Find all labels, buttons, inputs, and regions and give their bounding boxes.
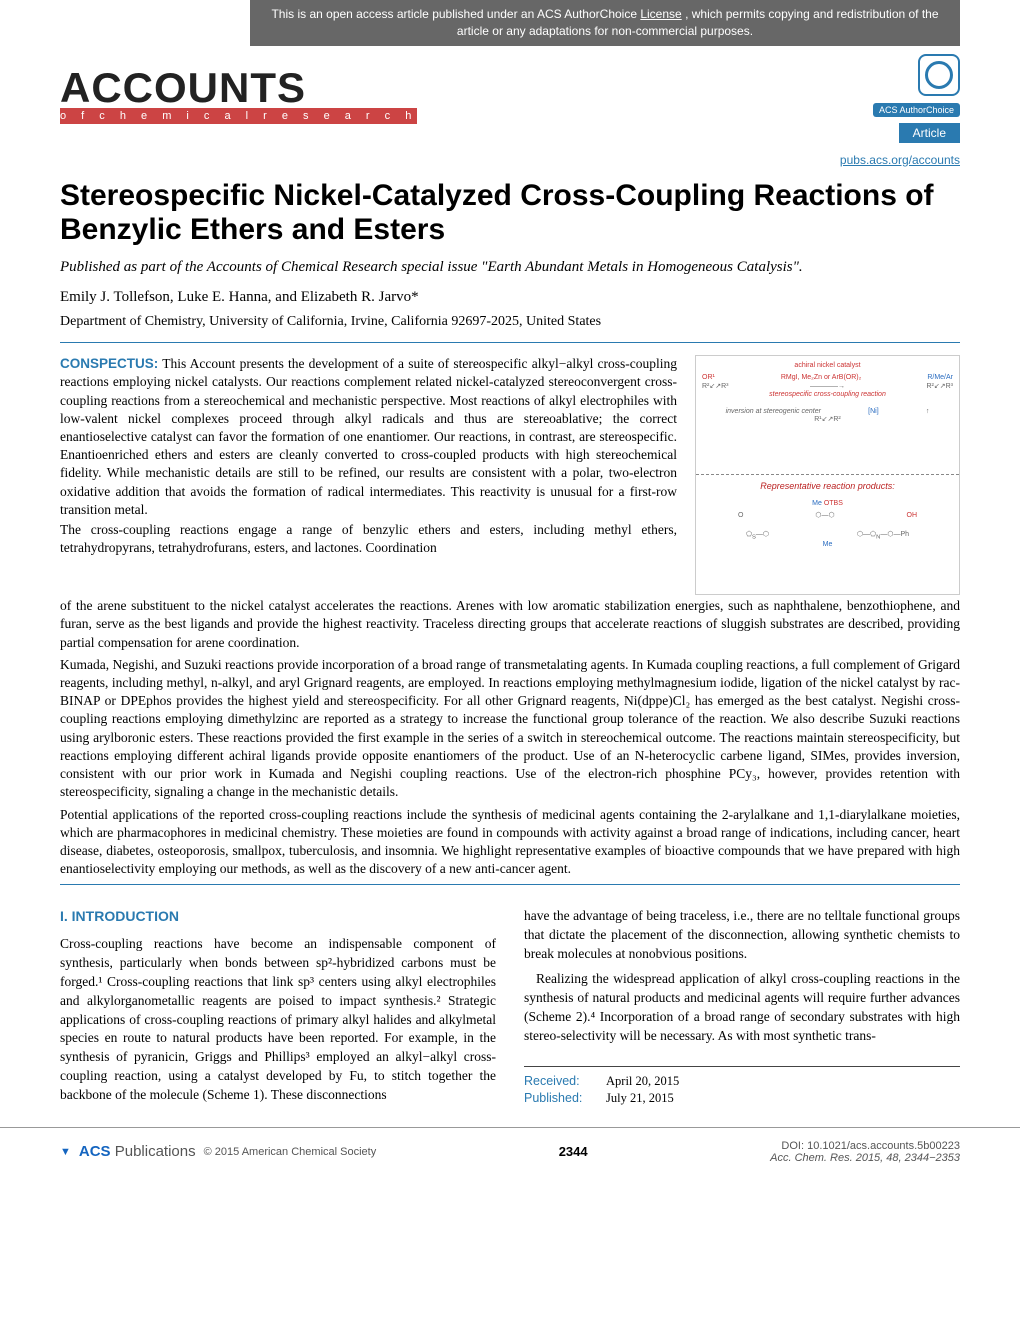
article-type-badge: Article <box>899 123 960 143</box>
intro-col2-p2: Realizing the widespread application of … <box>524 970 960 1046</box>
journal-logo: ACCOUNTS o f c h e m i c a l r e s e a r… <box>60 64 417 124</box>
header-row: ACCOUNTS o f c h e m i c a l r e s e a r… <box>0 54 1020 169</box>
conspectus-para4: Potential applications of the reported c… <box>60 806 960 879</box>
toc-s: S <box>752 534 756 540</box>
toc-reaction-label: stereospecific cross-coupling reaction <box>702 391 953 399</box>
copyright-text: © 2015 American Chemical Society <box>204 1146 377 1158</box>
toc-r3b: R³ <box>946 383 953 390</box>
published-label: Published: <box>524 1090 596 1108</box>
page-footer: ▼ ACS Publications © 2015 American Chemi… <box>0 1127 1020 1184</box>
acs-logo-icon <box>918 54 960 96</box>
toc-me2: Me <box>823 541 833 548</box>
footer-citation: Acc. Chem. Res. 2015, 48, 2344−2353 <box>770 1152 960 1164</box>
toc-r2a: R² <box>702 383 709 390</box>
toc-arrow-icon: ————→ <box>810 383 845 391</box>
toc-r2b: R² <box>926 383 933 390</box>
section-heading-intro: I. INTRODUCTION <box>60 907 496 927</box>
abstract-block: CONSPECTUS: This Account presents the de… <box>0 349 1020 897</box>
toc-ph: Ph <box>900 531 909 538</box>
banner-text-a: This is an open access article published… <box>271 7 640 21</box>
toc-oh: OH <box>907 512 918 520</box>
pubs-link[interactable]: pubs.acs.org/accounts <box>840 153 960 167</box>
intro-col1-p1: Cross-coupling reactions have become an … <box>60 935 496 1105</box>
author-list: Emily J. Tollefson, Luke E. Hanna, and E… <box>60 289 960 306</box>
license-link[interactable]: License <box>640 7 681 21</box>
toc-up-arrow-icon: ↑ <box>926 408 930 416</box>
column-right: have the advantage of being traceless, i… <box>524 907 960 1111</box>
body-columns: I. INTRODUCTION Cross-coupling reactions… <box>0 897 1020 1111</box>
special-issue-note: Published as part of the Accounts of Che… <box>60 258 960 278</box>
divider <box>60 884 960 885</box>
toc-o: O <box>738 512 743 520</box>
conspectus-label: CONSPECTUS: <box>60 356 158 371</box>
conspectus-rest: of the arene substituent to the nickel c… <box>60 597 960 878</box>
article-title: Stereospecific Nickel-Catalyzed Cross-Co… <box>60 179 960 248</box>
journal-tagline: o f c h e m i c a l r e s e a r c h <box>60 108 417 124</box>
conspectus-para3: Kumada, Negishi, and Suzuki reactions pr… <box>60 656 960 802</box>
license-banner: This is an open access article published… <box>250 0 960 46</box>
header-badges: ACS AuthorChoice Article pubs.acs.org/ac… <box>840 54 960 169</box>
intro-col2-p1: have the advantage of being traceless, i… <box>524 907 960 964</box>
toc-me1: Me <box>812 500 822 507</box>
published-date: July 21, 2015 <box>606 1090 674 1108</box>
toc-ni: [Ni] <box>868 408 879 416</box>
toc-r2c: R² <box>833 416 840 423</box>
author-choice-badge: ACS AuthorChoice <box>873 103 960 117</box>
footer-doi: DOI: 10.1021/acs.accounts.5b00223 <box>770 1140 960 1152</box>
affiliation: Department of Chemistry, University of C… <box>60 314 960 330</box>
toc-achiral-label: achiral nickel catalyst <box>702 362 953 370</box>
conspectus-text-wrap: CONSPECTUS: This Account presents the de… <box>60 355 677 595</box>
toc-graphic: achiral nickel catalyst OR¹ RMgI, Me₂Zn … <box>695 355 960 595</box>
conspectus-para1b: The cross-coupling reactions engage a ra… <box>60 521 677 557</box>
acs-publications-logo: ACS Publications <box>79 1143 196 1160</box>
toc-otbs: OTBS <box>824 500 843 507</box>
column-left: I. INTRODUCTION Cross-coupling reactions… <box>60 907 496 1111</box>
toc-n: N <box>876 534 880 540</box>
publications-word: Publications <box>111 1143 196 1160</box>
acs-triangle-icon: ▼ <box>60 1146 71 1158</box>
received-label: Received: <box>524 1073 596 1091</box>
page-number: 2344 <box>559 1144 588 1159</box>
toc-products-label: Representative reaction products: <box>702 481 953 492</box>
toc-r3a: R³ <box>721 383 728 390</box>
toc-r1: R¹ <box>814 416 821 423</box>
acs-word: ACS <box>79 1143 111 1160</box>
divider <box>60 342 960 343</box>
title-block: Stereospecific Nickel-Catalyzed Cross-Co… <box>0 179 1020 344</box>
received-block: Received: April 20, 2015 Published: July… <box>524 1066 960 1108</box>
toc-inversion-label: inversion at stereogenic center <box>726 408 821 416</box>
journal-name: ACCOUNTS <box>60 64 417 112</box>
conspectus-para1: This Account presents the development of… <box>60 356 677 517</box>
received-date: April 20, 2015 <box>606 1073 679 1091</box>
conspectus-para2: of the arene substituent to the nickel c… <box>60 597 960 652</box>
toc-or1: OR¹ <box>702 374 715 382</box>
toc-reagents: RMgI, Me₂Zn or ArB(OR)₂ <box>781 374 862 382</box>
toc-rmear: R/Me/Ar <box>927 374 953 382</box>
